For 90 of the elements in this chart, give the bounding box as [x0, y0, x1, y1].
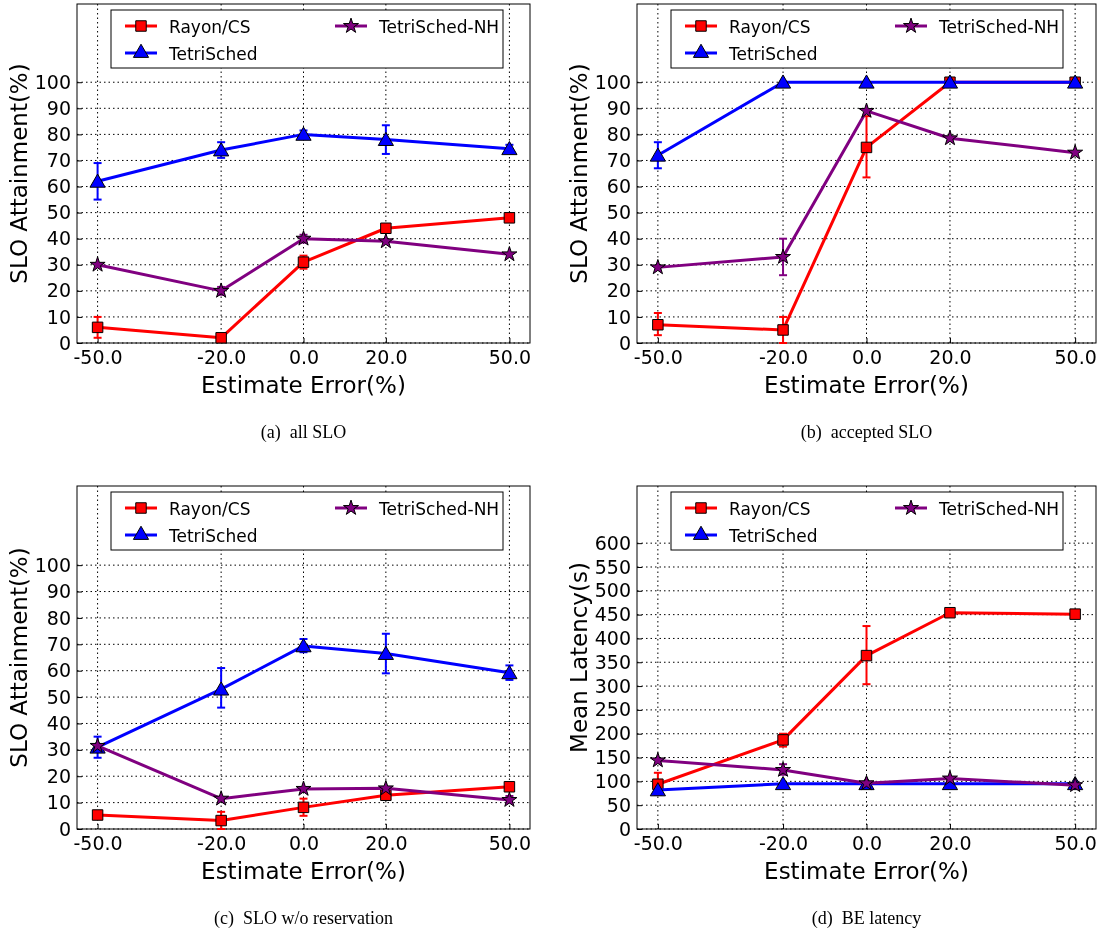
y-tick-label: 350 — [594, 650, 631, 673]
x-axis-title: Estimate Error(%) — [764, 858, 969, 884]
y-tick-label: 20 — [46, 279, 71, 302]
x-tick-label: 0.0 — [288, 832, 320, 855]
y-tick-label: 50 — [46, 685, 71, 708]
x-tick-label: 20.0 — [365, 832, 408, 855]
x-axis-title: Estimate Error(%) — [201, 858, 406, 884]
y-tick-label: 150 — [594, 746, 631, 769]
x-tick-label: -20.0 — [758, 832, 809, 855]
text: (a) all SLO — [260, 422, 347, 443]
x-tick-label: 20.0 — [929, 346, 972, 369]
x-tick-label: -20.0 — [197, 832, 247, 855]
x-tick-label: 50.0 — [488, 832, 532, 855]
y-tick-label: 600 — [594, 531, 631, 554]
x-tick-label: 0.0 — [288, 346, 320, 369]
x-tick-label: 50.0 — [1054, 346, 1097, 369]
y-tick-label: 60 — [606, 175, 631, 198]
x-tick-label: 0.0 — [851, 346, 883, 369]
legend-label: TetriSched-NH — [938, 17, 1060, 37]
x-axis-title: Estimate Error(%) — [764, 372, 969, 398]
y-tick-label: 400 — [594, 627, 631, 650]
y-tick-label: 70 — [606, 149, 631, 172]
y-tick-label: 70 — [46, 149, 71, 172]
y-axis-title: SLO Attainment(%) — [6, 547, 32, 768]
y-tick-label: 10 — [606, 305, 631, 328]
legend-label: Rayon/CS — [169, 499, 251, 519]
y-tick-label: 450 — [594, 603, 631, 626]
y-tick-label: 50 — [46, 201, 71, 224]
y-tick-label: 0 — [618, 331, 631, 354]
y-tick-label: 30 — [46, 738, 71, 761]
legend-label: Rayon/CS — [169, 17, 251, 37]
y-tick-label: 60 — [46, 659, 71, 682]
legend-label: TetriSched-NH — [378, 17, 500, 37]
legend-label: Rayon/CS — [729, 17, 811, 37]
y-tick-label: 80 — [46, 122, 71, 145]
legend-label: TetriSched — [168, 44, 258, 64]
y-tick-label: 30 — [606, 253, 631, 276]
y-tick-label: 10 — [46, 305, 71, 328]
y-tick-label: 100 — [594, 70, 631, 93]
y-axis-title: SLO Attainment(%) — [6, 63, 32, 284]
legend-label: TetriSched-NH — [938, 499, 1060, 519]
y-tick-label: 0 — [58, 817, 71, 840]
y-tick-label: 100 — [34, 553, 71, 576]
y-tick-label: 300 — [594, 674, 631, 697]
y-tick-label: 90 — [46, 580, 71, 603]
x-tick-label: -50.0 — [73, 346, 123, 369]
x-tick-label: -50.0 — [633, 832, 683, 855]
y-axis-title: SLO Attainment(%) — [566, 63, 592, 284]
y-tick-label: 50 — [606, 793, 631, 816]
legend-label: TetriSched-NH — [378, 499, 500, 519]
y-tick-label: 20 — [46, 764, 71, 787]
text: (d) BE latency — [811, 908, 922, 929]
x-tick-label: -20.0 — [758, 346, 809, 369]
y-tick-label: 50 — [606, 201, 631, 224]
y-tick-label: 0 — [618, 817, 631, 840]
y-tick-label: 0 — [58, 331, 71, 354]
x-tick-label: 50.0 — [488, 346, 532, 369]
y-tick-label: 20 — [606, 279, 631, 302]
x-axis-title: Estimate Error(%) — [201, 372, 406, 398]
y-axis-title: Mean Latency(s) — [566, 562, 592, 753]
x-tick-label: 20.0 — [365, 346, 408, 369]
y-tick-label: 30 — [46, 253, 71, 276]
y-tick-label: 40 — [46, 712, 71, 735]
legend-label: TetriSched — [728, 44, 818, 64]
legend-label: Rayon/CS — [729, 499, 811, 519]
x-tick-label: -50.0 — [73, 832, 123, 855]
x-tick-label: -20.0 — [197, 346, 247, 369]
x-tick-label: 0.0 — [851, 832, 883, 855]
x-tick-label: 50.0 — [1054, 832, 1097, 855]
legend-label: TetriSched — [168, 526, 258, 546]
text: (c) SLO w/o reservation — [214, 908, 393, 929]
y-tick-label: 250 — [594, 698, 631, 721]
y-tick-label: 10 — [46, 791, 71, 814]
y-tick-label: 70 — [46, 632, 71, 655]
y-tick-label: 90 — [606, 96, 631, 119]
y-tick-label: 90 — [46, 96, 71, 119]
y-tick-label: 80 — [606, 122, 631, 145]
legend-label: TetriSched — [728, 526, 818, 546]
y-tick-label: 40 — [46, 227, 71, 250]
y-tick-label: 500 — [594, 579, 631, 602]
y-tick-label: 40 — [606, 227, 631, 250]
x-tick-label: -50.0 — [633, 346, 683, 369]
y-tick-label: 60 — [46, 175, 71, 198]
y-tick-label: 80 — [46, 606, 71, 629]
y-tick-label: 100 — [594, 769, 631, 792]
y-tick-label: 200 — [594, 722, 631, 745]
y-tick-label: 100 — [34, 70, 71, 93]
x-tick-label: 20.0 — [929, 832, 972, 855]
y-tick-label: 550 — [594, 555, 631, 578]
text: (b) accepted SLO — [800, 422, 933, 443]
